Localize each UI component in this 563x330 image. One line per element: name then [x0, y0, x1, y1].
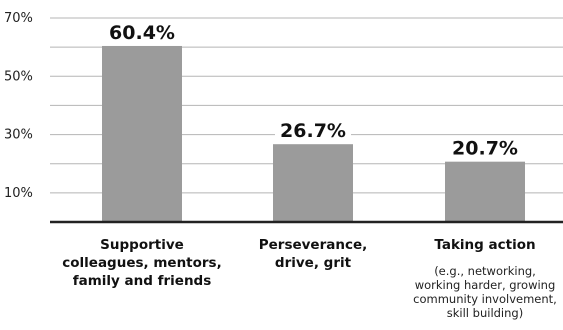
- category-note: (e.g., networking, working harder, growin…: [413, 264, 557, 320]
- data-label-bg: [275, 120, 351, 142]
- bar: [445, 161, 525, 222]
- y-tick-label: 30%: [4, 128, 33, 143]
- y-tick-label: 50%: [4, 69, 33, 84]
- data-label: 20.7%: [452, 138, 518, 160]
- bar: [273, 144, 353, 222]
- x-tick-label: Perseverance, drive, grit: [258, 237, 368, 271]
- data-label-bg: [447, 137, 523, 159]
- data-label: 60.4%: [109, 22, 175, 44]
- y-tick-label: 10%: [4, 186, 33, 201]
- data-label-bg: [104, 21, 180, 43]
- y-tick-label: 70%: [4, 11, 33, 26]
- x-tick-label: Supportive colleagues, mentors, family and…: [62, 237, 222, 289]
- x-tick-label: Taking action: [434, 237, 536, 253]
- data-label: 26.7%: [280, 120, 346, 142]
- bar: [102, 45, 182, 222]
